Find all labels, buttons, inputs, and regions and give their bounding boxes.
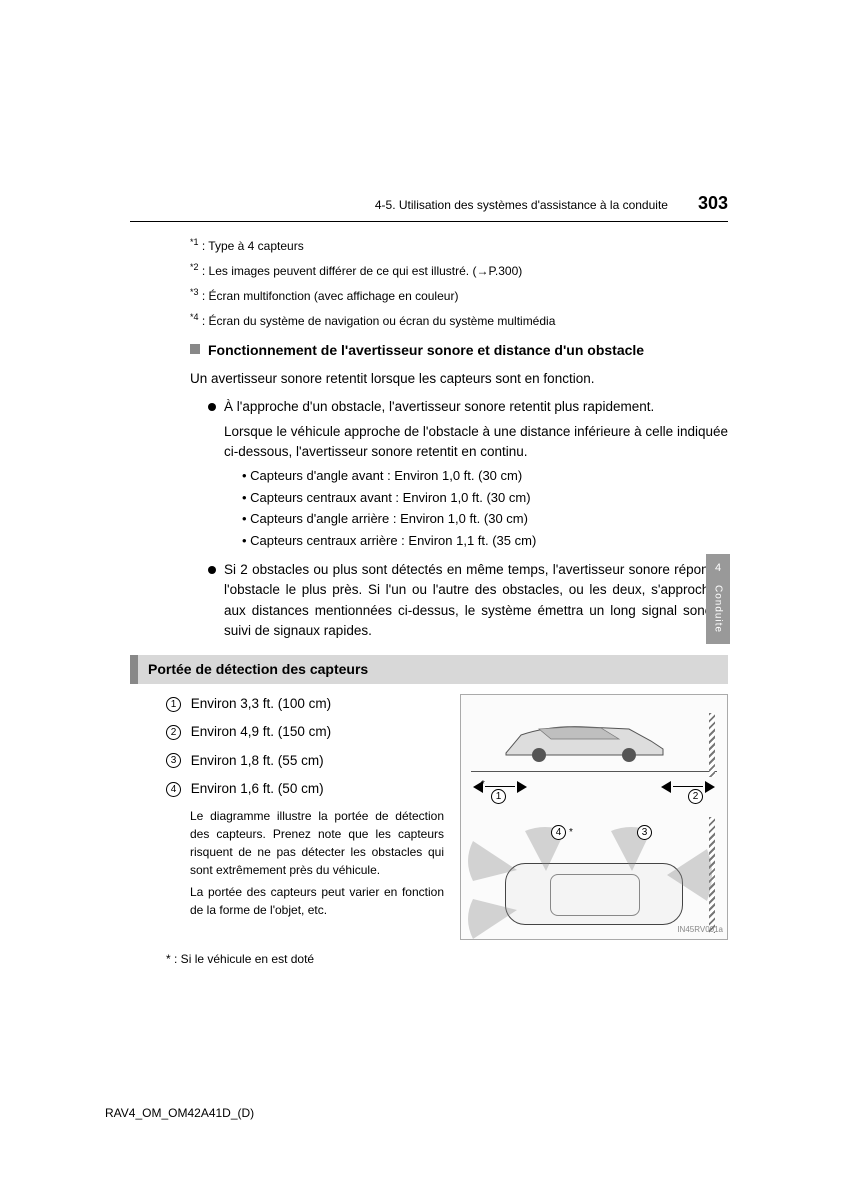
- diagram-label-2: 2: [688, 789, 703, 804]
- star-marker-2: *: [569, 825, 573, 840]
- sensor-cone-icon: [663, 845, 713, 905]
- wall-icon: [709, 713, 715, 777]
- range-item-4: 4 Environ 1,6 ft. (50 cm): [166, 779, 448, 799]
- dimension-arrow-2-icon: [661, 781, 715, 793]
- range-item-1: 1 Environ 3,3 ft. (100 cm): [166, 694, 448, 714]
- number-circle-4-icon: 4: [166, 782, 181, 797]
- sensor-item-b: Capteurs centraux avant : Environ 1,0 ft…: [242, 488, 728, 508]
- bullet-2-text: Si 2 obstacles ou plus sont détectés en …: [224, 560, 728, 641]
- diagram-label-3: 3: [637, 825, 652, 840]
- square-bullet-icon: [190, 344, 200, 354]
- ground-line-icon: [471, 771, 717, 772]
- range-note-1: Le diagramme illustre la portée de détec…: [190, 807, 448, 879]
- side-tab-label: Conduite: [711, 585, 726, 633]
- page-header: 4-5. Utilisation des systèmes d'assistan…: [130, 190, 728, 222]
- star-footnote: * : Si le véhicule en est doté: [166, 950, 728, 968]
- subsection-heading: Fonctionnement de l'avertisseur sonore e…: [190, 340, 728, 361]
- sensor-item-c: Capteurs d'angle arrière : Environ 1,0 f…: [242, 509, 728, 529]
- document-code: RAV4_OM_OM42A41D_(D): [105, 1104, 254, 1122]
- sensor-diagram: * 1 2 * 4 3 IN45RV001a: [460, 694, 728, 940]
- bullet-1: À l'approche d'un obstacle, l'avertisseu…: [190, 397, 728, 554]
- sensor-cone-icon: [467, 895, 527, 945]
- number-circle-2-icon: 2: [166, 725, 181, 740]
- bullet-dot-icon: [208, 403, 216, 411]
- footnote-1: *1 : Type à 4 capteurs: [190, 236, 728, 255]
- bullet-2: Si 2 obstacles ou plus sont détectés en …: [190, 560, 728, 641]
- intro-paragraph: Un avertisseur sonore retentit lorsque l…: [190, 369, 728, 389]
- chapter-side-tab: 4 Conduite: [706, 554, 730, 644]
- range-item-3: 3 Environ 1,8 ft. (55 cm): [166, 751, 448, 771]
- footnote-3: *3 : Écran multifonction (avec affichage…: [190, 286, 728, 305]
- footnote-4: *4 : Écran du système de navigation ou é…: [190, 311, 728, 330]
- heading-text: Fonctionnement de l'avertisseur sonore e…: [208, 340, 644, 361]
- diagram-code: IN45RV001a: [677, 924, 723, 936]
- bullet-dot-icon: [208, 566, 216, 574]
- bullet-1-line2: Lorsque le véhicule approche de l'obstac…: [224, 422, 728, 463]
- diagram-label-1: 1: [491, 789, 506, 804]
- sensor-cone-icon: [467, 835, 527, 885]
- range-item-2: 2 Environ 4,9 ft. (150 cm): [166, 722, 448, 742]
- car-side-icon: [501, 721, 671, 763]
- diagram-label-4: 4: [551, 825, 566, 840]
- sensor-item-d: Capteurs centraux arrière : Environ 1,1 …: [242, 531, 728, 551]
- number-circle-1-icon: 1: [166, 697, 181, 712]
- side-tab-chapter: 4: [706, 554, 730, 577]
- star-marker-1: *: [481, 777, 485, 792]
- section-bar-title: Portée de détection des capteurs: [130, 655, 728, 684]
- bullet-1-line1: À l'approche d'un obstacle, l'avertisseu…: [224, 397, 728, 417]
- section-path: 4-5. Utilisation des systèmes d'assistan…: [375, 196, 668, 214]
- sensor-list: Capteurs d'angle avant : Environ 1,0 ft.…: [224, 466, 728, 550]
- range-note-2: La portée des capteurs peut varier en fo…: [190, 883, 448, 919]
- sensor-item-a: Capteurs d'angle avant : Environ 1,0 ft.…: [242, 466, 728, 486]
- number-circle-3-icon: 3: [166, 753, 181, 768]
- footnote-2: *2 : Les images peuvent différer de ce q…: [190, 261, 728, 280]
- page-number: 303: [698, 190, 728, 217]
